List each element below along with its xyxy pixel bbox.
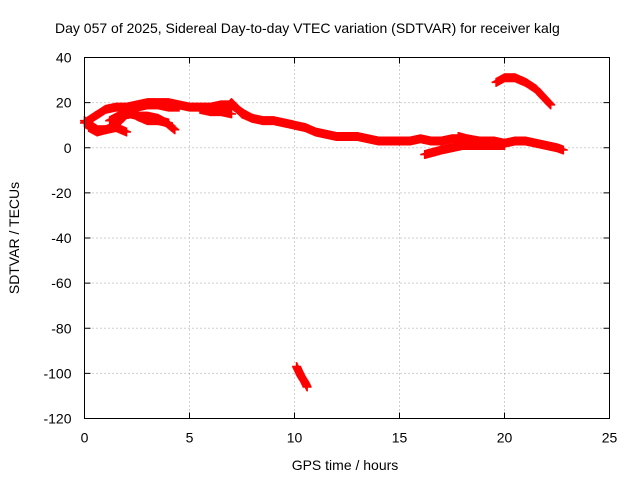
y-tick-label: 40 [56, 50, 72, 66]
series-track-7 [222, 98, 257, 123]
y-tick-label: -80 [51, 320, 71, 336]
y-tick-label: 20 [56, 95, 72, 111]
data-point [227, 109, 236, 119]
x-tick-label: 0 [81, 430, 89, 446]
series-track-8 [420, 140, 509, 160]
y-tick-label: -20 [51, 185, 71, 201]
data-point [302, 382, 312, 392]
x-tick-label: 5 [186, 430, 194, 446]
y-tick-label: -100 [43, 365, 71, 381]
y-tick-label: -60 [51, 275, 71, 291]
y-axis-label: SDTVAR / TECUs [6, 182, 22, 294]
data-point [122, 127, 131, 137]
chart-title: Day 057 of 2025, Sidereal Day-to-day VTE… [55, 20, 560, 36]
data-marks [80, 73, 568, 392]
series-track-6 [195, 104, 236, 119]
series-track-11 [292, 362, 312, 392]
y-tick-label: -120 [43, 411, 71, 427]
data-point [174, 102, 184, 112]
x-axis-label: GPS time / hours [292, 457, 399, 473]
x-tick-label: 20 [497, 430, 513, 446]
data-point [170, 125, 180, 135]
data-point [546, 100, 556, 110]
axis-ticks: 0 5 10 15 20 25 -120 -100 -80 -60 -40 -20 0 20 40 [43, 50, 617, 446]
series-track-9 [453, 131, 495, 146]
grid-lines [84, 57, 610, 419]
y-tick-label: 0 [64, 140, 72, 156]
x-tick-label: 15 [392, 430, 408, 446]
data-point [558, 145, 568, 155]
plot-frame [84, 57, 610, 419]
series-track-3 [84, 122, 131, 137]
series-track-10 [491, 73, 556, 110]
data-point [164, 118, 173, 128]
x-tick-label: 10 [287, 430, 303, 446]
series-track-5 [132, 111, 173, 128]
data-point [248, 113, 257, 123]
data-point [485, 136, 495, 146]
data-point [500, 140, 509, 150]
y-tick-label: -40 [51, 230, 71, 246]
x-tick-label: 25 [602, 430, 618, 446]
